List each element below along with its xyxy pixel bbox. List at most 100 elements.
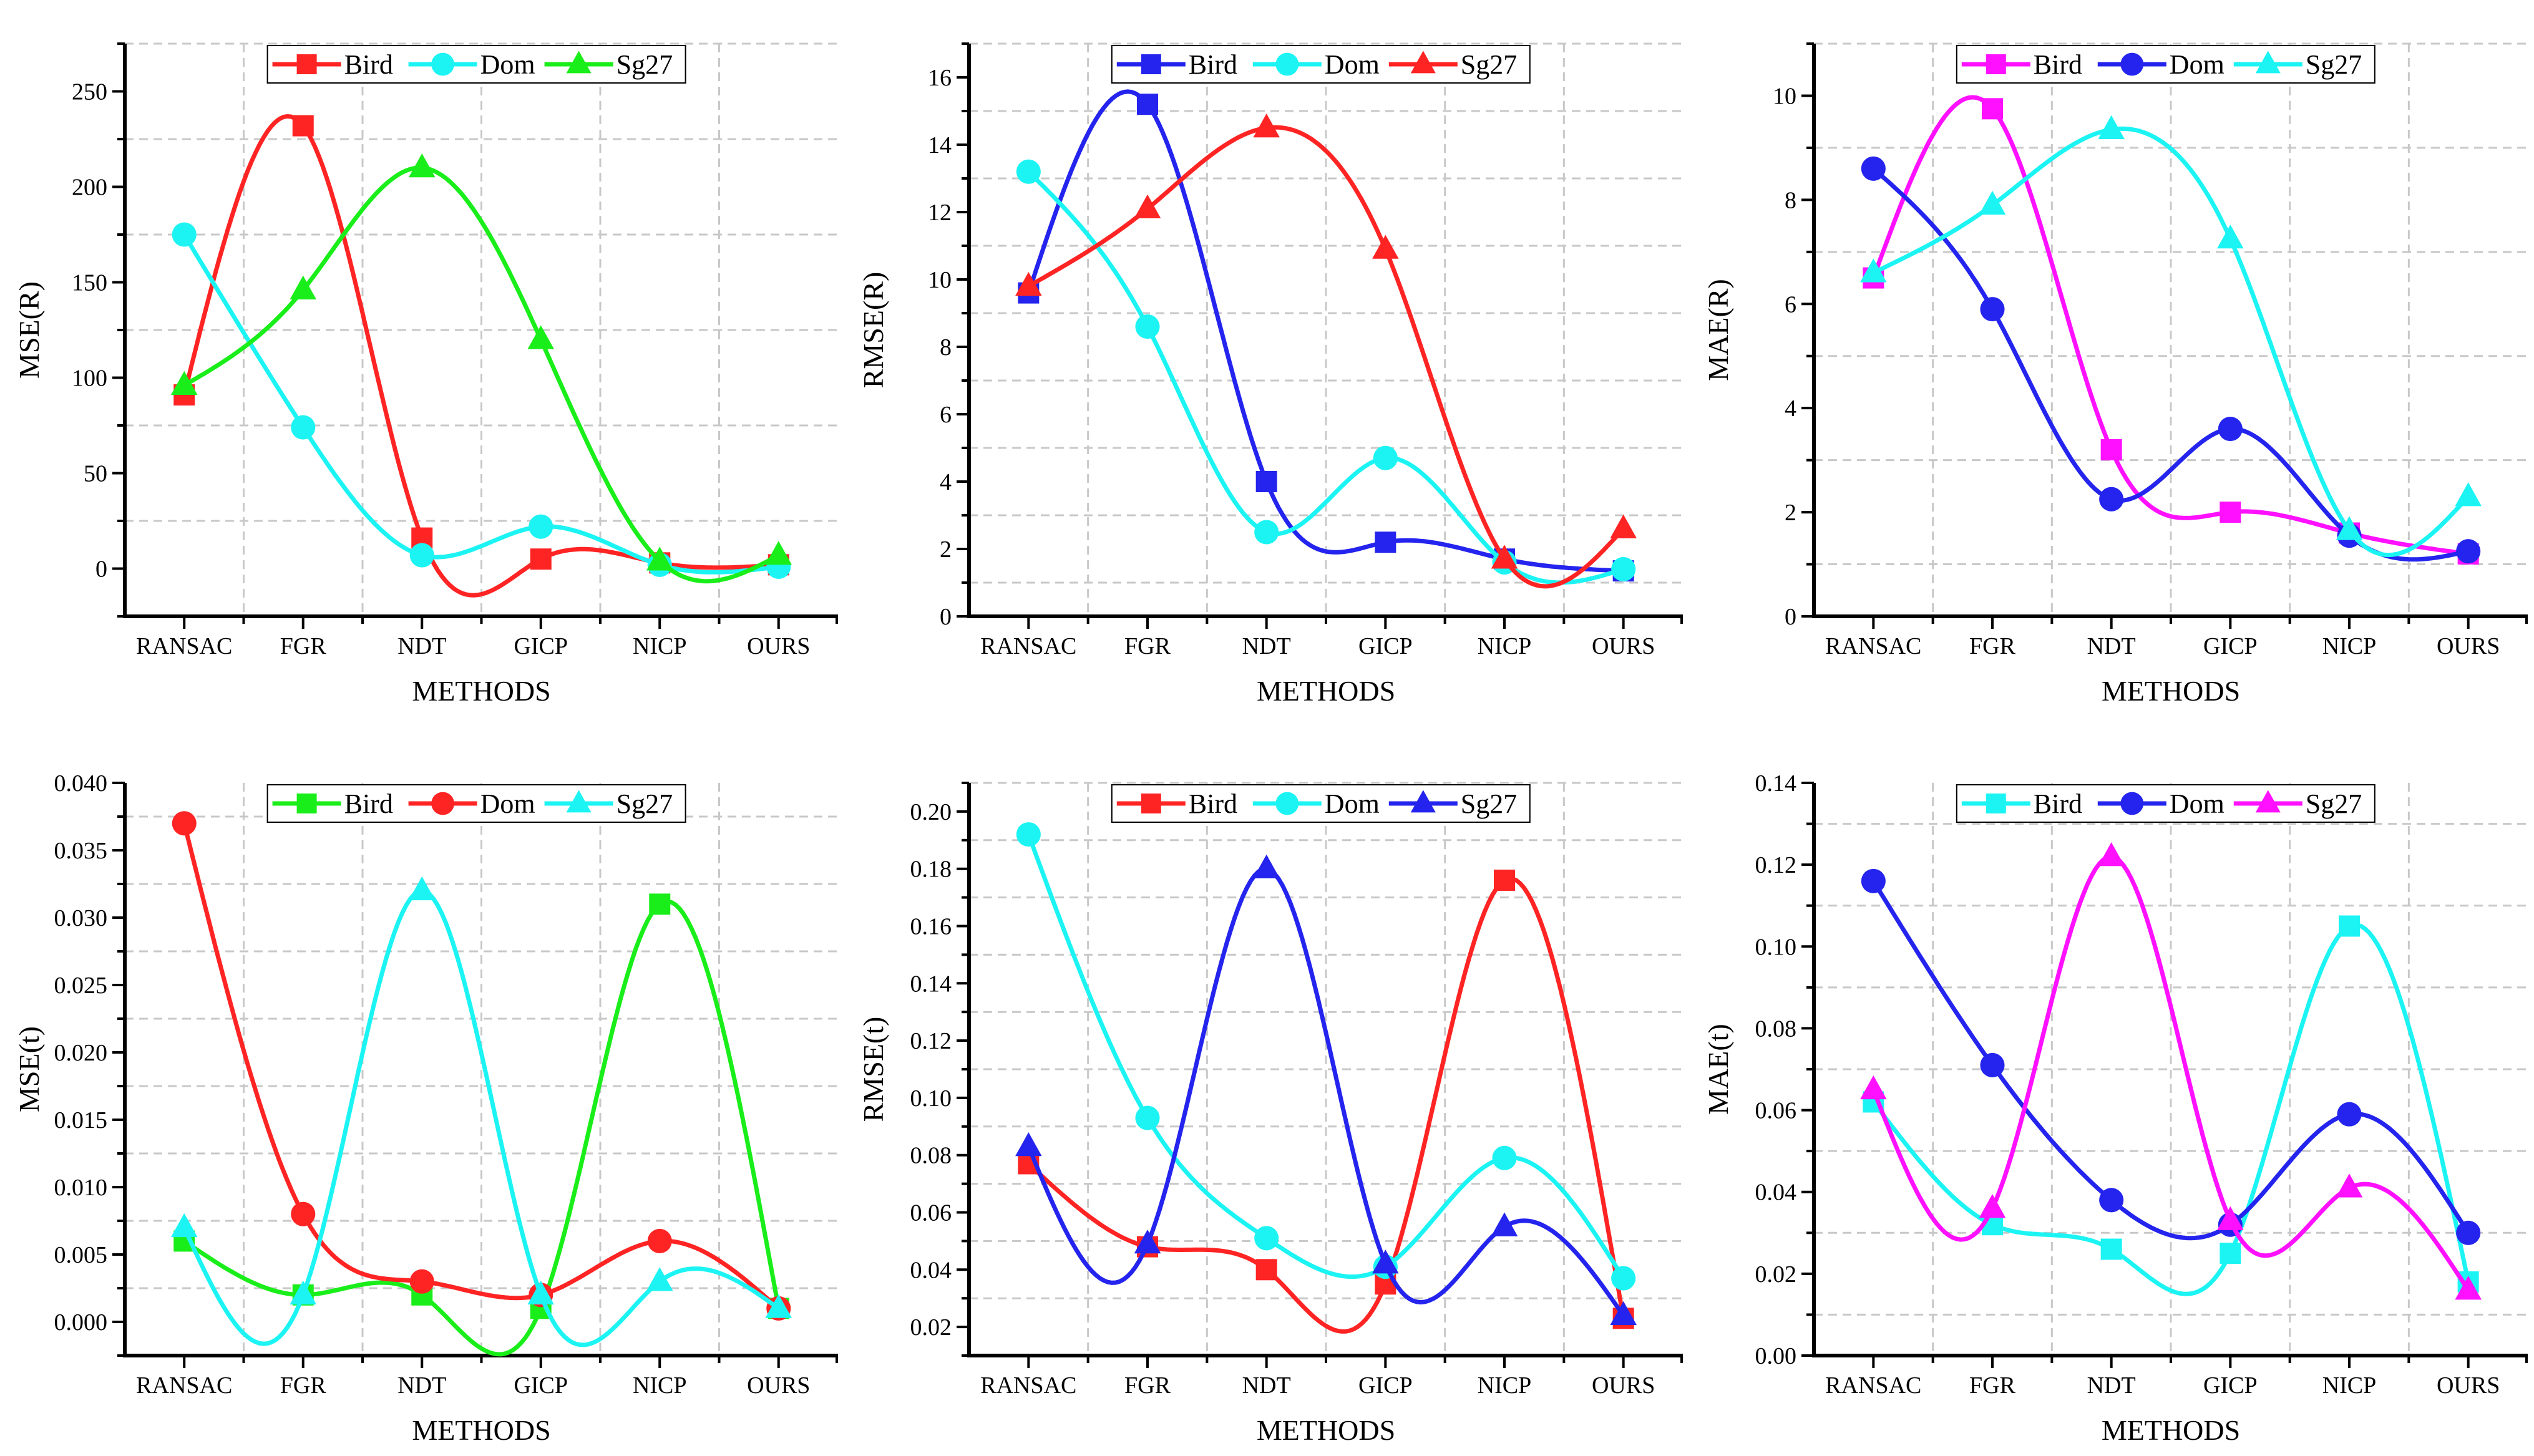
data-point — [1016, 822, 1041, 847]
legend: Bird Dom Sg27 — [1956, 45, 2376, 84]
data-point — [2218, 417, 2243, 442]
legend-circle-icon — [2120, 52, 2144, 76]
rmse-t-chart: 0.02 0.04 0.06 0.08 0.10 0.12 0.14 0.16 0.18 0.20… — [857, 782, 1683, 1446]
x-tick-label: RANSAC — [136, 1372, 232, 1399]
data-point — [1491, 545, 1518, 569]
series-sg27 — [1860, 115, 2482, 558]
data-point — [291, 1201, 316, 1226]
mae-r-chart: 0 2 4 6 8 10 RANSAC FGR NDT GICP NICP OURS METHODS MA… — [1702, 42, 2528, 707]
series-line — [1872, 126, 2470, 558]
x-tick-label: RANSAC — [1825, 1372, 1921, 1399]
data-point — [2455, 482, 2482, 507]
legend: Bird Dom Sg27 — [1956, 784, 2376, 823]
data-point — [646, 1267, 673, 1291]
series-line — [1026, 89, 1624, 573]
data-point — [530, 548, 552, 570]
y-tick-label: 0.030 — [54, 905, 108, 931]
legend-circle-icon — [1275, 52, 1299, 76]
y-tick-label: 2 — [940, 536, 952, 563]
plot-area: 0.02 0.04 0.06 0.08 0.10 0.12 0.14 0.16 0.18 0.20… — [857, 782, 1683, 1446]
data-point — [290, 275, 316, 300]
x-tick-label: NDT — [397, 1372, 446, 1399]
legend-label: Sg27 — [1461, 789, 1517, 819]
data-point — [1372, 235, 1399, 259]
data-point — [409, 876, 436, 901]
x-tick-label: GICP — [1358, 1372, 1413, 1399]
legend-triangle-icon — [2255, 51, 2281, 74]
y-tick-label: 0.020 — [54, 1040, 108, 1066]
legend-label: Bird — [344, 789, 393, 819]
data-point — [2100, 439, 2122, 460]
x-tick-label: FGR — [1124, 633, 1171, 659]
legend-label: Sg27 — [616, 49, 673, 80]
series-sg27 — [171, 876, 792, 1347]
series-line — [182, 114, 779, 598]
legend-label: Dom — [480, 49, 535, 80]
y-tick-label: 12 — [928, 200, 952, 226]
y-tick-label: 0.18 — [910, 857, 952, 883]
y-tick-label: 200 — [72, 175, 107, 201]
series-line — [1026, 876, 1626, 1334]
x-tick-label: RANSAC — [980, 633, 1076, 659]
data-point — [409, 153, 436, 178]
x-tick-label: NDT — [1242, 1372, 1291, 1399]
series-line — [1026, 833, 1625, 1279]
legend-triangle-icon — [2255, 790, 2281, 813]
data-point — [1610, 1301, 1637, 1326]
data-point — [2455, 1276, 2482, 1300]
x-tick-label: NICP — [633, 1372, 687, 1399]
y-tick-label: 0.14 — [1755, 770, 1797, 797]
x-tick-label: RANSAC — [1825, 633, 1921, 659]
x-tick-label: NICP — [633, 633, 687, 659]
legend-square-icon — [1986, 54, 2006, 74]
data-point — [765, 1294, 792, 1318]
y-tick-label: 0.14 — [910, 971, 952, 997]
legend-square-icon — [1141, 54, 1161, 74]
y-tick-label: 0.000 — [54, 1309, 108, 1336]
mse-r-chart: 0 50 100 150 200 250 RANSAC FGR NDT GICP NICP OURS M… — [13, 42, 838, 707]
data-point — [2098, 115, 2125, 139]
y-tick-label: 0.015 — [54, 1107, 108, 1133]
x-tick-label: FGR — [1969, 1372, 2016, 1399]
x-tick-label: OURS — [747, 1372, 810, 1399]
data-point — [1494, 870, 1515, 891]
legend-circle-icon — [431, 52, 454, 76]
y-tick-label: 4 — [1785, 396, 1796, 422]
y-tick-label: 0.04 — [1755, 1180, 1797, 1206]
data-point — [527, 325, 554, 349]
legend-label: Dom — [1325, 49, 1380, 80]
y-tick-label: 0.025 — [54, 973, 108, 999]
x-tick-label: FGR — [280, 633, 327, 659]
y-tick-label: 0.005 — [54, 1242, 108, 1268]
y-axis-label: MAE(R) — [1702, 279, 1734, 381]
data-point — [2220, 502, 2241, 523]
data-point — [649, 893, 671, 915]
series-line — [182, 233, 779, 575]
y-tick-label: 16 — [928, 65, 952, 91]
data-point — [1979, 1193, 2006, 1218]
y-tick-label: 4 — [940, 469, 952, 495]
data-point — [2098, 842, 2125, 866]
data-point — [290, 1280, 316, 1305]
data-point — [765, 541, 792, 565]
legend-square-icon — [1986, 794, 2006, 813]
plot-area: 0 2 4 6 8 10 RANSAC FGR NDT GICP NICP OURS METHODS MA… — [1702, 42, 2528, 707]
y-tick-label: 0.00 — [1755, 1343, 1797, 1369]
data-point — [2339, 915, 2360, 937]
data-point — [2336, 1173, 2363, 1198]
y-tick-label: 2 — [1785, 500, 1796, 526]
data-point — [1253, 114, 1280, 138]
y-tick-label: 100 — [72, 366, 107, 392]
data-point — [1372, 1250, 1399, 1274]
y-tick-label: 0.10 — [910, 1085, 952, 1112]
mse-t-chart: 0.000 0.005 0.010 0.015 0.020 0.025 0.030 0.035… — [13, 770, 838, 1446]
data-point — [1492, 1145, 1517, 1170]
y-tick-label: 14 — [928, 132, 952, 158]
legend-triangle-icon — [566, 790, 592, 813]
y-tick-label: 8 — [940, 334, 952, 361]
x-tick-label: FGR — [1124, 1372, 1171, 1399]
legend-label: Dom — [1325, 789, 1380, 819]
y-axis-label: RMSE(R) — [857, 272, 889, 389]
legend-label: Sg27 — [616, 789, 673, 819]
